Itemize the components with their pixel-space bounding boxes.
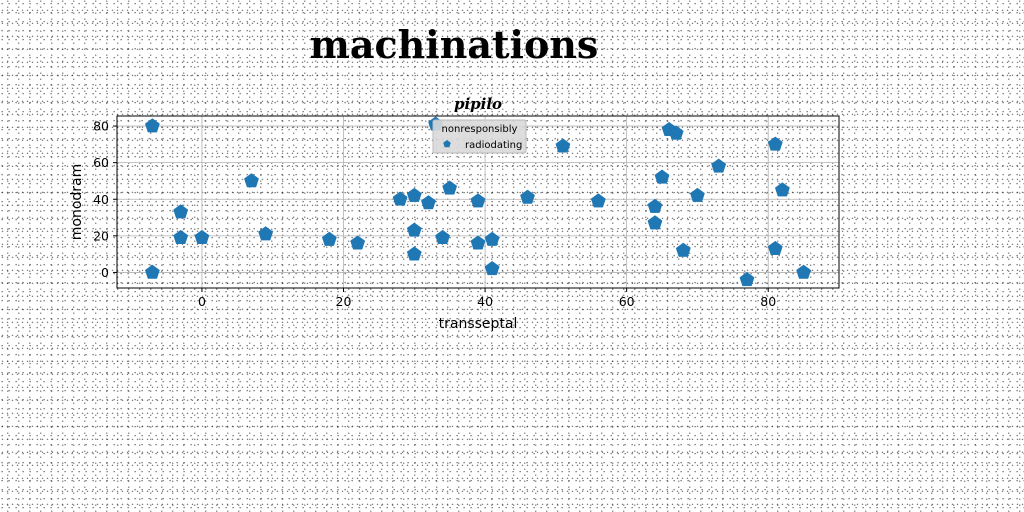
x-axis-label: transseptal (439, 316, 518, 332)
figure-suptitle: machinations (309, 22, 599, 67)
x-tick-label: 40 (477, 294, 493, 309)
scatter-point (244, 173, 259, 188)
scatter-point (350, 235, 366, 250)
legend-box (432, 119, 527, 154)
scatter-point (144, 118, 160, 133)
scatter-point (470, 235, 486, 250)
points-layer (144, 116, 812, 287)
scatter-point (484, 231, 500, 246)
scatter-point (173, 204, 189, 219)
x-tick-label: 80 (760, 294, 776, 309)
y-tick-label: 40 (93, 192, 109, 207)
x-tick-label: 60 (619, 294, 635, 309)
legend-title: nonresponsibly (442, 124, 518, 135)
scatter-point (435, 229, 451, 244)
y-tick-label: 20 (93, 228, 109, 243)
scatter-point (675, 242, 691, 257)
scatter-point (173, 229, 189, 244)
x-tick-label: 0 (198, 294, 206, 309)
scatter-point (711, 158, 727, 173)
y-tick-label: 80 (93, 119, 109, 134)
scatter-point (796, 264, 812, 279)
y-tick-label: 60 (93, 155, 109, 170)
scatter-point (767, 136, 783, 151)
scatter-point (668, 125, 684, 140)
scatter-point (647, 198, 663, 213)
axes-title: pipilo (454, 95, 502, 113)
scatter-point (520, 189, 535, 204)
scatter-point (194, 229, 210, 244)
y-tick-label: 0 (101, 265, 109, 280)
scatter-point (767, 240, 783, 255)
scatter-point (555, 138, 571, 153)
plot-frame (116, 115, 840, 289)
scatter-point (739, 271, 755, 287)
scatter-point (258, 226, 274, 241)
scatter-point (470, 193, 486, 208)
scatter-point (590, 193, 606, 208)
scatter-point (484, 260, 500, 276)
scatter-point (144, 264, 160, 279)
scatter-point (321, 231, 337, 246)
y-axis-label: monodram (69, 164, 85, 241)
scatter-point (421, 195, 436, 210)
scatter-point (654, 169, 670, 184)
scatter-point (442, 180, 458, 195)
scatter-point (406, 246, 422, 261)
scatter-point (406, 187, 422, 202)
scatter-point (392, 191, 408, 206)
scatter-point (774, 182, 790, 197)
scatter-point (406, 222, 422, 237)
x-tick-label: 20 (336, 294, 352, 309)
ticks-layer: 0 20 40 60 80 0 20 40 60 80 (93, 119, 776, 309)
legend-entry-label: radiodating (465, 140, 522, 151)
scatter-point (690, 187, 705, 202)
legend-marker-pentagon (443, 140, 451, 148)
legend: nonresponsibly radiodating (432, 119, 527, 154)
scatter-point (647, 215, 663, 230)
